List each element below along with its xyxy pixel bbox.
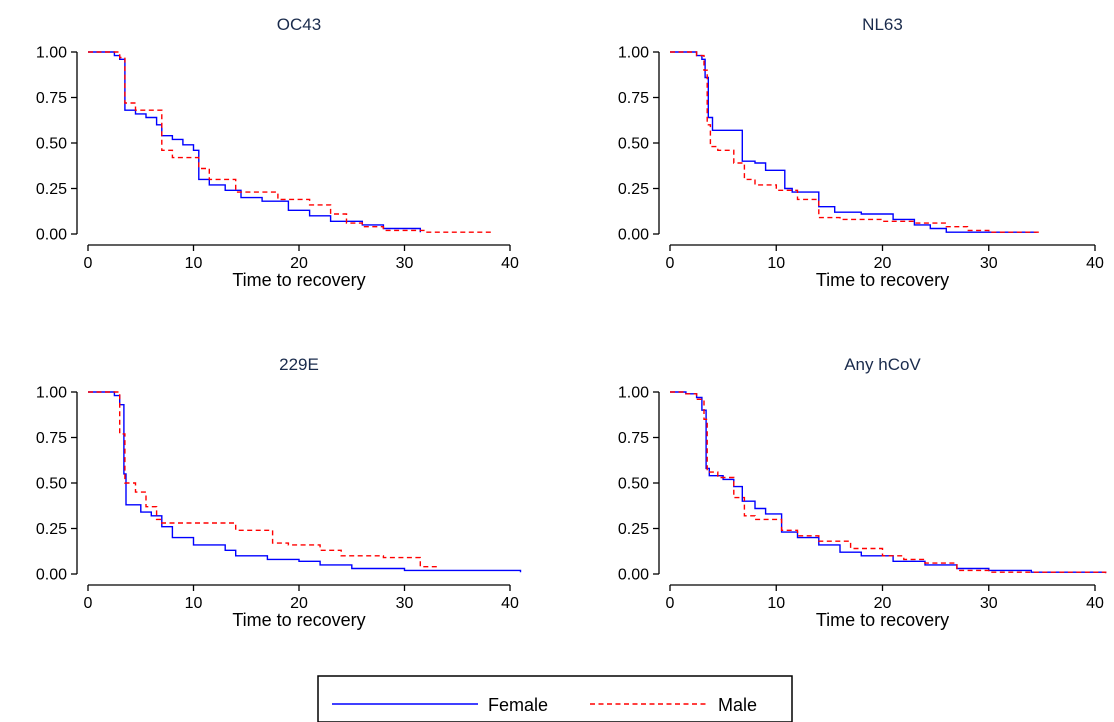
x-tick-label: 40: [501, 595, 519, 612]
series-line-female: [88, 51, 421, 233]
x-tick-label: 30: [396, 595, 414, 612]
x-tick-label: 40: [1086, 595, 1104, 612]
y-tick-label: 0.25: [618, 181, 649, 198]
x-tick-label: 30: [396, 255, 414, 272]
x-tick-label: 10: [767, 255, 785, 272]
legend-box: [317, 675, 793, 722]
chart-title: NL63: [862, 15, 903, 34]
y-tick-label: 0.75: [618, 430, 649, 447]
y-tick-label: 0.75: [618, 90, 649, 107]
x-tick-label: 0: [666, 255, 675, 272]
series-line-male: [670, 51, 1042, 233]
y-tick-label: 0.50: [618, 476, 649, 493]
x-tick-label: 0: [84, 595, 93, 612]
series-line-female: [670, 51, 1037, 233]
y-tick-label: 0.25: [36, 181, 67, 198]
x-tick-label: 20: [290, 255, 308, 272]
legend-label-female: Female: [488, 695, 548, 715]
series-line-male: [88, 51, 495, 233]
y-tick-label: 0.75: [36, 430, 67, 447]
y-tick-label: 1.00: [36, 385, 67, 402]
y-tick-label: 0.50: [618, 136, 649, 153]
y-tick-label: 1.00: [618, 45, 649, 62]
x-axis-label: Time to recovery: [816, 610, 949, 630]
x-tick-label: 20: [290, 595, 308, 612]
series-line-female: [670, 391, 1107, 574]
series-line-male: [670, 391, 1107, 574]
legend: Female Male: [317, 675, 793, 722]
x-axis-label: Time to recovery: [232, 610, 365, 630]
x-axis-label: Time to recovery: [816, 270, 949, 290]
legend-label-male: Male: [718, 695, 757, 715]
x-tick-label: 10: [767, 595, 785, 612]
y-tick-label: 0.00: [618, 567, 649, 584]
y-tick-label: 0.25: [36, 521, 67, 538]
panels-container: OC43 0.00 0.25 0.50 0.75 1.00 0 10 20 30 40 Time to…: [36, 15, 1107, 630]
chart-panel-oc43: OC43 0.00 0.25 0.50 0.75 1.00 0 10 20 30 40 Time to…: [36, 15, 519, 290]
chart-panel-229e: 229E 0.00 0.25 0.50 0.75 1.00 0 10 20 30 40 Time to…: [36, 355, 522, 630]
chart-title: Any hCoV: [844, 355, 921, 374]
x-axis-label: Time to recovery: [232, 270, 365, 290]
x-tick-label: 0: [666, 595, 675, 612]
x-tick-label: 20: [874, 595, 892, 612]
y-tick-label: 1.00: [618, 385, 649, 402]
chart-title: OC43: [277, 15, 321, 34]
series-line-female: [88, 391, 522, 573]
y-tick-label: 0.00: [618, 227, 649, 244]
y-tick-label: 0.00: [36, 567, 67, 584]
y-tick-label: 0.50: [36, 136, 67, 153]
chart-title: 229E: [279, 355, 319, 374]
y-tick-label: 0.25: [618, 521, 649, 538]
y-tick-label: 0.50: [36, 476, 67, 493]
chart-panel-nl63: NL63 0.00 0.25 0.50 0.75 1.00 0 10 20 30 40 Time to…: [618, 15, 1104, 290]
chart-panel-any-hcov: Any hCoV 0.00 0.25 0.50 0.75 1.00 0 10 20 30 40 Tim…: [618, 355, 1107, 630]
x-tick-label: 30: [980, 595, 998, 612]
y-tick-label: 0.00: [36, 227, 67, 244]
x-tick-label: 40: [1086, 255, 1104, 272]
x-tick-label: 40: [501, 255, 519, 272]
x-tick-label: 10: [185, 255, 203, 272]
x-tick-label: 30: [980, 255, 998, 272]
x-tick-label: 10: [185, 595, 203, 612]
series-line-male: [88, 391, 437, 571]
x-tick-label: 0: [84, 255, 93, 272]
x-tick-label: 20: [874, 255, 892, 272]
y-tick-label: 0.75: [36, 90, 67, 107]
y-tick-label: 1.00: [36, 45, 67, 62]
